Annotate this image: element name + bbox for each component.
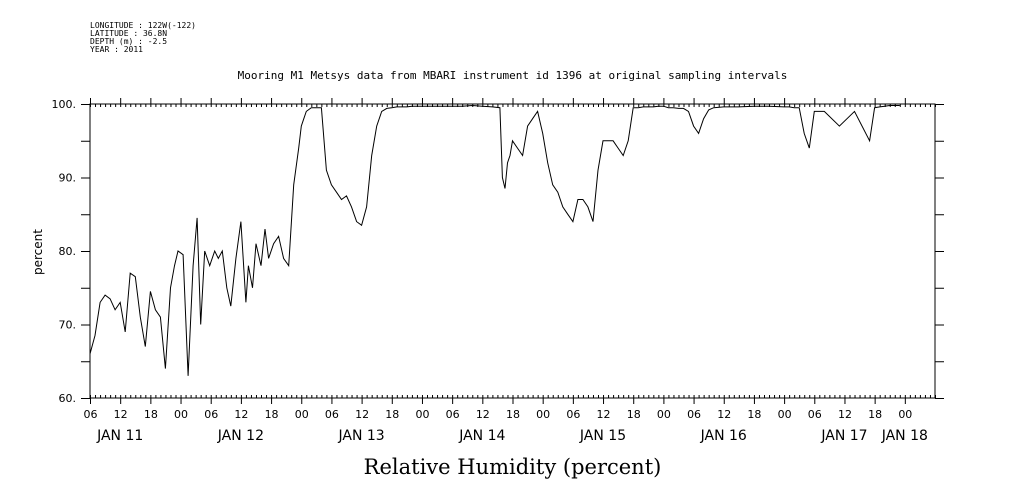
y-tick-label: 70. <box>59 319 77 332</box>
x-tick-label: 18 <box>265 408 279 421</box>
x-tick-label: 12 <box>597 408 611 421</box>
x-tick-label: 18 <box>144 408 158 421</box>
plot-frame <box>89 103 936 399</box>
y-tick-label: 80. <box>59 245 77 258</box>
x-day-label: JAN 16 <box>700 428 747 444</box>
year-label: YEAR : 2011 <box>90 45 143 54</box>
x-tick-label: 06 <box>325 408 339 421</box>
x-tick-label: 18 <box>385 408 399 421</box>
x-tick-label: 12 <box>476 408 490 421</box>
x-tick-label: 12 <box>114 408 128 421</box>
x-tick-label: 18 <box>627 408 641 421</box>
x-tick-label: 00 <box>536 408 550 421</box>
x-tick-label: 00 <box>898 408 912 421</box>
x-tick-label: 18 <box>868 408 882 421</box>
depth-label: DEPTH (m) : -2.5 <box>90 37 168 46</box>
chart-title: Mooring M1 Metsys data from MBARI instru… <box>237 69 788 82</box>
longitude-label: LONGITUDE : 122W(-122) <box>90 21 196 30</box>
y-tick-label: 100. <box>52 98 77 111</box>
x-tick-label: 00 <box>174 408 188 421</box>
x-day-label: JAN 14 <box>458 428 505 444</box>
x-tick-label: 06 <box>808 408 822 421</box>
x-day-label: JAN 12 <box>217 428 264 444</box>
y-axis-label: percent <box>31 229 45 275</box>
x-tick-label: 06 <box>446 408 460 421</box>
x-day-label: JAN 17 <box>820 428 867 444</box>
x-tick-label: 12 <box>717 408 731 421</box>
x-day-label: JAN 11 <box>96 428 143 444</box>
x-day-label: JAN 18 <box>881 428 928 444</box>
x-tick-label: 00 <box>295 408 309 421</box>
x-tick-label: 12 <box>234 408 248 421</box>
x-tick-label: 00 <box>778 408 792 421</box>
x-tick-label: 06 <box>204 408 218 421</box>
x-tick-label: 18 <box>747 408 761 421</box>
x-tick-label: 06 <box>566 408 580 421</box>
x-tick-label: 12 <box>838 408 852 421</box>
latitude-label: LATITUDE : 36.8N <box>90 29 168 38</box>
x-day-label: JAN 15 <box>579 428 626 444</box>
x-tick-label: 06 <box>84 408 98 421</box>
x-tick-label: 00 <box>415 408 429 421</box>
x-axis-label: Relative Humidity (percent) <box>363 455 662 479</box>
x-tick-label: 00 <box>657 408 671 421</box>
axis-ticks <box>81 98 944 404</box>
y-tick-label: 60. <box>59 392 77 405</box>
x-tick-label: 06 <box>687 408 701 421</box>
axis-labels: 06 12 18 00 06 12 18 00 06 12 18 00 06 12 18 00 06 12 18 00… <box>52 98 928 444</box>
x-tick-label: 18 <box>506 408 520 421</box>
x-day-label: JAN 13 <box>338 428 385 444</box>
x-tick-label: 12 <box>355 408 369 421</box>
y-tick-label: 90. <box>59 172 77 185</box>
rh-series-line <box>89 104 900 376</box>
